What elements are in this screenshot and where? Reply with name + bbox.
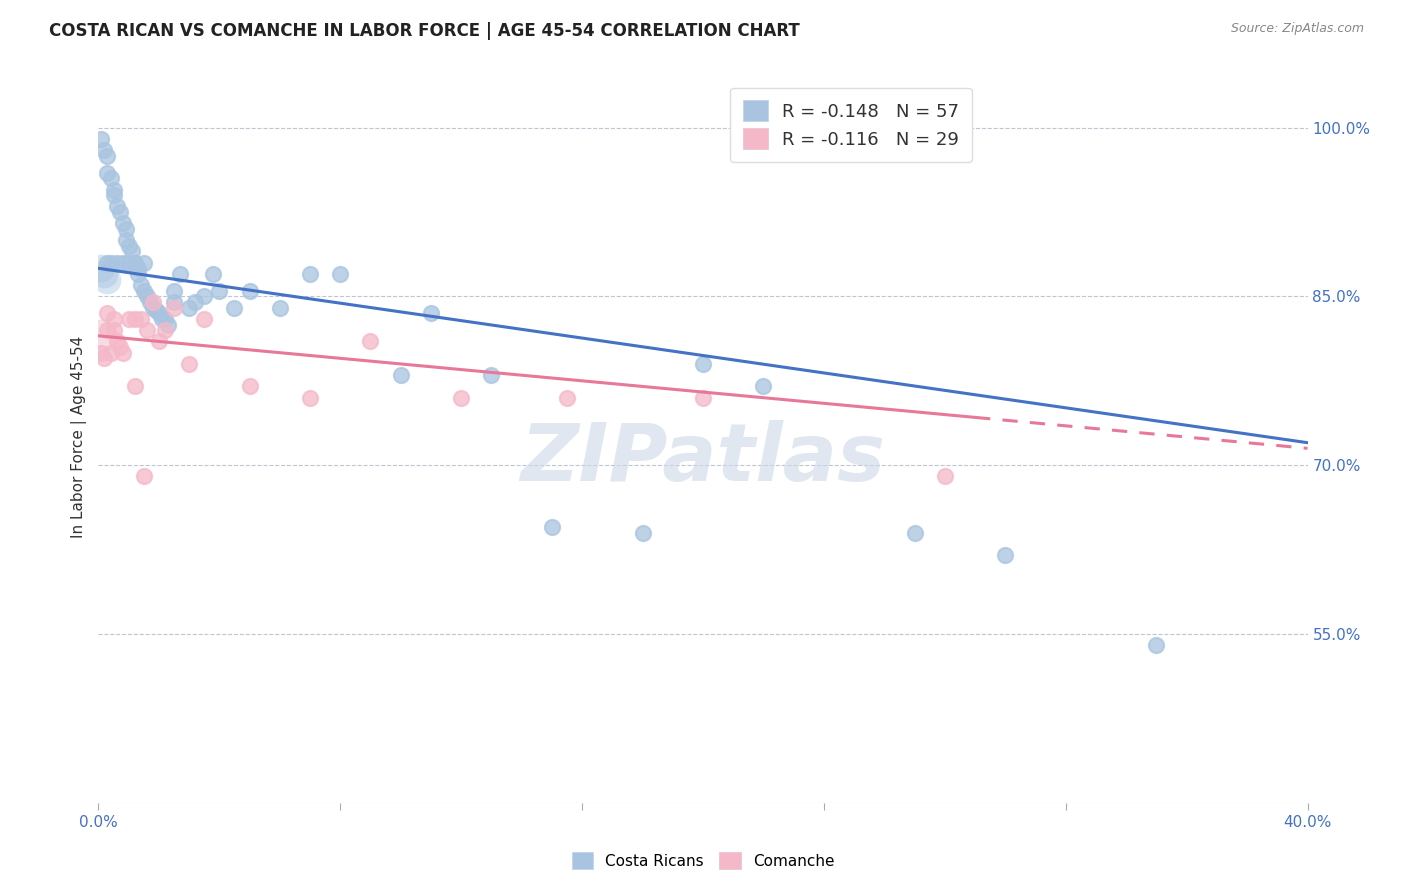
Point (153, 312, 176, 326)
Point (114, 222, 136, 236)
Point (139, 295, 162, 310)
Point (90, 345, 112, 359)
Point (96, 149, 118, 163)
Point (540, 520, 562, 534)
Point (93, 267, 115, 281)
Point (193, 312, 215, 326)
Point (105, 255, 128, 269)
Point (100, 171, 122, 186)
Point (96, 323, 118, 337)
Text: ZIPatlas: ZIPatlas (520, 420, 886, 498)
Point (96, 166, 118, 180)
Point (129, 278, 152, 293)
Point (96, 306, 118, 320)
Point (124, 312, 146, 326)
Point (90, 328, 112, 343)
Point (142, 301, 165, 315)
Point (169, 267, 191, 281)
Point (111, 216, 134, 230)
Point (90, 261, 112, 276)
Point (692, 391, 714, 405)
Point (389, 368, 412, 383)
Point (239, 379, 262, 393)
Point (132, 284, 155, 298)
Point (142, 295, 165, 310)
Y-axis label: In Labor Force | Age 45-54: In Labor Force | Age 45-54 (70, 336, 87, 538)
Point (124, 255, 146, 269)
Point (148, 334, 170, 349)
Point (269, 301, 291, 315)
Point (299, 391, 322, 405)
Point (105, 199, 128, 213)
Point (111, 345, 134, 359)
Point (1144, 638, 1167, 652)
Point (124, 379, 146, 393)
Point (481, 368, 503, 383)
Point (934, 469, 956, 483)
Point (994, 548, 1017, 562)
Point (299, 267, 322, 281)
Point (108, 205, 131, 219)
Point (100, 345, 122, 359)
Point (118, 239, 141, 253)
Point (224, 301, 246, 315)
Point (179, 301, 201, 315)
Point (163, 295, 186, 310)
Point (118, 312, 141, 326)
Point (96, 255, 118, 269)
Point (329, 267, 352, 281)
Point (118, 255, 141, 269)
Point (555, 391, 578, 405)
Point (145, 302, 167, 317)
Point (132, 255, 155, 269)
Point (163, 284, 186, 298)
Point (105, 334, 128, 349)
Point (135, 289, 157, 303)
Point (132, 469, 155, 483)
Point (904, 525, 927, 540)
Point (129, 312, 152, 326)
Point (96, 272, 118, 286)
Point (108, 340, 131, 354)
Point (156, 318, 179, 332)
Point (135, 323, 157, 337)
Point (124, 255, 146, 269)
Point (150, 312, 173, 326)
Point (420, 306, 443, 320)
Point (184, 295, 207, 310)
Point (163, 301, 186, 315)
Point (692, 357, 714, 371)
Point (103, 182, 125, 196)
Point (90, 132, 112, 146)
Point (450, 391, 472, 405)
Point (103, 188, 125, 202)
Point (103, 323, 125, 337)
Point (111, 255, 134, 269)
Point (93, 351, 115, 366)
Text: COSTA RICAN VS COMANCHE IN LABOR FORCE | AGE 45-54 CORRELATION CHART: COSTA RICAN VS COMANCHE IN LABOR FORCE |… (49, 22, 800, 40)
Text: Source: ZipAtlas.com: Source: ZipAtlas.com (1230, 22, 1364, 36)
Point (148, 306, 170, 320)
Legend: R = -0.148   N = 57, R = -0.116   N = 29: R = -0.148 N = 57, R = -0.116 N = 29 (730, 87, 972, 162)
Point (103, 312, 125, 326)
Legend: Costa Ricans, Comanche: Costa Ricans, Comanche (565, 846, 841, 875)
Point (153, 323, 176, 337)
Point (208, 284, 231, 298)
Point (179, 357, 201, 371)
Point (631, 525, 654, 540)
Point (93, 143, 115, 157)
Point (127, 267, 149, 281)
Point (360, 334, 382, 349)
Point (193, 289, 215, 303)
Point (127, 261, 149, 276)
Point (202, 267, 225, 281)
Point (100, 255, 122, 269)
Point (752, 379, 775, 393)
Point (239, 284, 262, 298)
Point (114, 233, 136, 247)
Point (121, 244, 143, 259)
